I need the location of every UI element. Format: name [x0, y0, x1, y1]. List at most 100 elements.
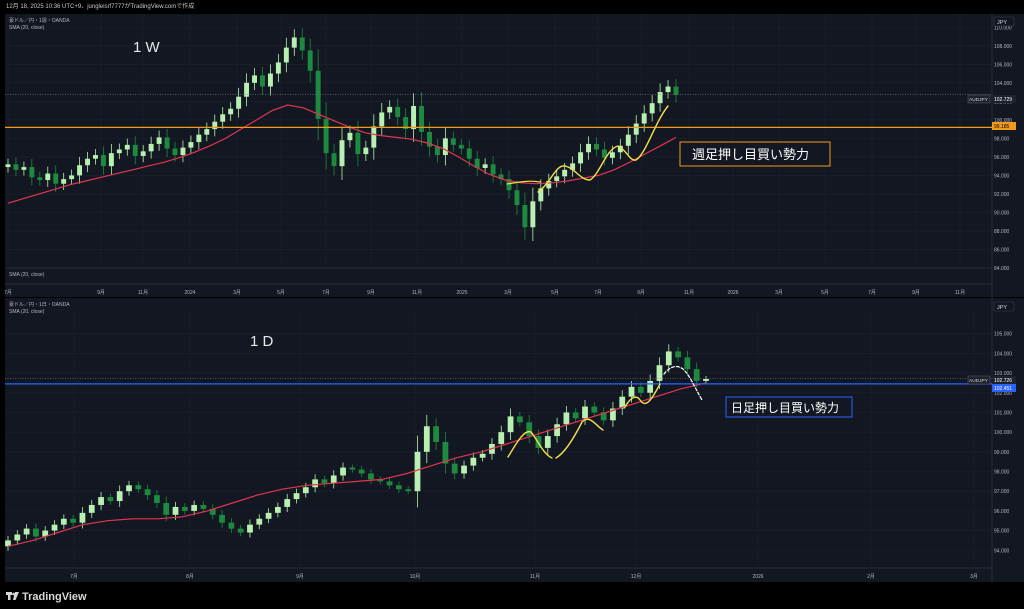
- candle-body: [637, 386, 644, 393]
- candle-body: [181, 506, 188, 511]
- candle-body: [164, 137, 170, 149]
- weekly-timeframe-label: 1 W: [133, 39, 161, 56]
- candle-body: [434, 146, 440, 156]
- x-tick-label: 7月: [868, 290, 876, 296]
- candle-body: [594, 143, 599, 150]
- x-tick-label: 2024: [184, 290, 195, 296]
- candle-body: [498, 432, 505, 444]
- y-tick-label: 100.000: [994, 430, 1012, 436]
- drawn-stroke: [506, 180, 541, 185]
- weekly-annotation-text: 週足押し目買い勢力: [692, 147, 809, 162]
- candle-body: [386, 481, 393, 486]
- x-tick-label: 11月: [138, 290, 148, 296]
- candle-body: [237, 528, 244, 533]
- candle-body: [339, 140, 345, 167]
- candle-body: [586, 143, 591, 153]
- y-tick-label: 106.000: [994, 62, 1012, 68]
- candle-body: [284, 499, 291, 507]
- weekly-annotation-box[interactable]: [679, 141, 831, 167]
- candle-body: [507, 416, 514, 433]
- weekly-time-axis: [5, 284, 1024, 297]
- candle-body: [247, 524, 253, 533]
- candle-body: [196, 134, 202, 143]
- candle-body: [349, 467, 356, 470]
- candle-body: [299, 37, 305, 51]
- weekly-sma-line: [7, 104, 677, 204]
- y-tick-label: 110.000: [994, 25, 1012, 31]
- candle-body: [42, 530, 49, 537]
- candle-body: [562, 169, 568, 177]
- candle-body: [600, 412, 607, 421]
- candle-body: [5, 164, 11, 168]
- footer-bar: TradingView: [0, 586, 1024, 609]
- candle-body: [204, 129, 210, 135]
- candle-body: [474, 158, 480, 168]
- weekly-last-price: 102.729: [994, 97, 1012, 103]
- daily-legend-sma: SMA (20, close): [9, 309, 45, 315]
- daily-sma-line: [7, 382, 707, 547]
- weekly-symbol-badge: AUDJPY: [969, 97, 989, 103]
- tradingview-logo-icon[interactable]: [6, 592, 20, 602]
- candle-body: [656, 365, 663, 381]
- candle-body: [77, 165, 83, 176]
- candle-body: [470, 457, 477, 466]
- screenshot-header: 12月 18, 2025 10:36 UTC+9、jungleisrf7777が…: [0, 0, 1024, 14]
- x-tick-label: 11月: [412, 290, 422, 296]
- y-tick-label: 102.000: [994, 391, 1012, 397]
- candle-body: [371, 126, 377, 148]
- x-tick-label: 2025: [456, 290, 467, 296]
- x-tick-label: 2月: [867, 574, 875, 580]
- daily-currency[interactable]: JPY: [997, 305, 1007, 311]
- x-tick-label: 9月: [912, 290, 920, 296]
- candle-body: [554, 176, 560, 181]
- y-tick-label: 90.000: [994, 210, 1010, 216]
- candle-body: [617, 145, 623, 153]
- candle-body: [554, 424, 560, 437]
- candle-body: [126, 485, 132, 492]
- candle-body: [302, 487, 309, 494]
- candle-body: [244, 82, 250, 97]
- candle-body: [387, 106, 393, 113]
- y-tick-label: 99.000: [994, 450, 1010, 456]
- candle-body: [116, 149, 122, 154]
- candle-body: [675, 351, 681, 358]
- candle-body: [293, 493, 300, 500]
- candle-body: [633, 123, 639, 135]
- weekly-currency[interactable]: JPY: [997, 20, 1007, 26]
- candle-body: [526, 422, 533, 437]
- candle-body: [312, 479, 319, 488]
- candle-body: [172, 506, 179, 515]
- weekly-subpane: [5, 269, 992, 284]
- candle-body: [458, 144, 464, 149]
- daily-annotation-box[interactable]: [725, 396, 853, 418]
- candle-body: [479, 453, 486, 458]
- weekly-legend-symbol: 豪ドル／円・1週・OANDA: [9, 17, 70, 24]
- candle-body: [53, 173, 59, 184]
- candle-body: [419, 105, 424, 132]
- chart-canvas[interactable]: 110.000 108.000 106.000 104.000 102.000 100.0…: [0, 14, 1024, 586]
- candle-body: [21, 167, 27, 170]
- candle-body: [331, 153, 337, 167]
- y-tick-label: 101.000: [994, 410, 1012, 416]
- daily-time-axis: [5, 568, 1024, 582]
- candle-body: [665, 86, 671, 93]
- daily-legend-symbol: 豪ドル／円・1日・OANDA: [9, 301, 70, 308]
- x-tick-label: 9月: [97, 290, 105, 296]
- candle-body: [14, 534, 21, 541]
- x-tick-label: 10月: [410, 574, 421, 580]
- candle-body: [591, 406, 598, 413]
- x-tick-label: 3月: [970, 574, 978, 580]
- x-tick-label: 2026: [727, 290, 738, 296]
- candle-body: [61, 179, 67, 184]
- x-tick-label: 11月: [530, 574, 540, 580]
- daily-last-price: 102.726: [994, 378, 1012, 384]
- candle-body: [570, 163, 576, 170]
- x-tick-label: 9月: [367, 290, 375, 296]
- candle-body: [411, 105, 417, 130]
- weekly-level-price: 99.185: [994, 124, 1010, 130]
- candle-body: [200, 504, 207, 509]
- candle-body: [379, 112, 385, 127]
- x-tick-label: 9月: [637, 290, 645, 296]
- tradingview-logo-text[interactable]: TradingView: [22, 591, 87, 603]
- x-tick-label: 8月: [186, 574, 194, 580]
